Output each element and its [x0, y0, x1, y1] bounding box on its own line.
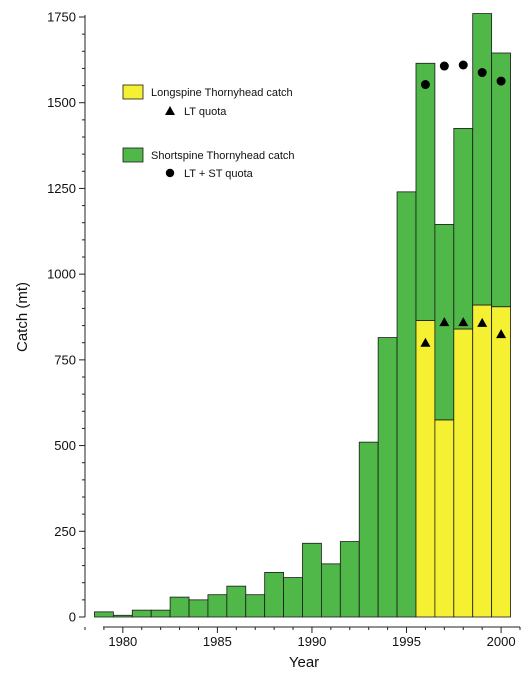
x-tick-label-1980: 1980 [108, 634, 137, 649]
bar-shortspine-1979 [94, 611, 114, 618]
bar-shortspine-1993 [358, 441, 379, 618]
y-tick-label-250: 250 [54, 524, 76, 539]
bar-longspine-2000 [491, 306, 511, 618]
bar-longspine-1996 [415, 320, 436, 618]
y-tick-label-1000: 1000 [47, 267, 76, 282]
x-tick-label-1985: 1985 [203, 634, 232, 649]
bar-shortspine-1987 [245, 594, 266, 618]
y-ticks: 0 250 500 750 1000 1250 1500 1750 [47, 10, 85, 625]
legend-label-lt-quota: LT quota [184, 106, 227, 118]
bar-longspine-1998 [453, 328, 474, 618]
y-tick-label-500: 500 [54, 438, 76, 453]
x-ticks: 1980 1985 1990 1995 2000 [84, 627, 521, 649]
x-tick-label-1995: 1995 [392, 634, 421, 649]
bar-shortspine-1994 [377, 337, 398, 618]
bar-shortspine-2000 [491, 52, 511, 308]
marker-lt-st-quota-1998 [458, 60, 468, 70]
legend-swatch-longspine [122, 84, 144, 100]
markers-layer [420, 60, 507, 347]
bars-layer [94, 13, 511, 618]
marker-lt-quota-1997 [439, 317, 450, 327]
bar-shortspine-1985 [207, 594, 228, 618]
y-tick-label-1500: 1500 [47, 95, 76, 110]
marker-lt-st-quota-2000 [496, 76, 506, 86]
y-tick-label-1250: 1250 [47, 181, 76, 196]
y-axis-title: Catch (mt) [14, 282, 31, 352]
legend-swatch-shortspine [122, 147, 144, 163]
marker-lt-quota-1996 [420, 337, 431, 347]
bar-shortspine-1990 [302, 542, 322, 618]
y-tick-label-750: 750 [54, 352, 76, 367]
bar-shortspine-1999 [472, 13, 493, 306]
marker-lt-st-quota-1999 [477, 68, 487, 78]
legend-label-longspine: Longspine Thornyhead catch [151, 87, 293, 99]
bar-shortspine-1998 [453, 128, 474, 330]
marker-lt-quota-1998 [458, 317, 469, 327]
marker-lt-st-quota-1996 [420, 80, 430, 90]
legend-symbol-lt-quota [165, 106, 175, 115]
legend-label-shortspine: Shortspine Thornyhead catch [151, 150, 295, 162]
bar-shortspine-1988 [264, 572, 284, 618]
marker-lt-quota-1999 [477, 317, 488, 327]
bar-shortspine-1996 [415, 62, 436, 321]
x-tick-label-2000: 2000 [487, 634, 516, 649]
bar-shortspine-1986 [226, 585, 247, 618]
y-tick-label-0: 0 [69, 610, 76, 625]
bar-shortspine-1983 [169, 596, 190, 618]
legend-label-lt-st-quota: LT + ST quota [184, 168, 254, 180]
bar-shortspine-1984 [188, 599, 209, 618]
legend-symbol-lt-st-quota [165, 168, 175, 178]
bar-shortspine-1982 [150, 609, 171, 618]
bar-shortspine-1981 [131, 609, 152, 618]
x-tick-label-1990: 1990 [297, 634, 326, 649]
bar-longspine-1999 [472, 304, 493, 618]
bar-shortspine-1992 [339, 541, 360, 618]
bar-shortspine-1980 [112, 614, 133, 618]
legend: Longspine Thornyhead catch LT quota Shorts… [122, 84, 295, 180]
bar-shortspine-1995 [396, 191, 417, 618]
bar-shortspine-1989 [283, 577, 303, 618]
y-tick-label-1750: 1750 [47, 10, 76, 25]
x-axis-title: Year [289, 654, 319, 671]
marker-lt-quota-2000 [496, 329, 507, 339]
marker-lt-st-quota-1997 [439, 61, 449, 71]
bar-shortspine-1991 [321, 563, 341, 618]
bar-longspine-1997 [434, 419, 455, 618]
